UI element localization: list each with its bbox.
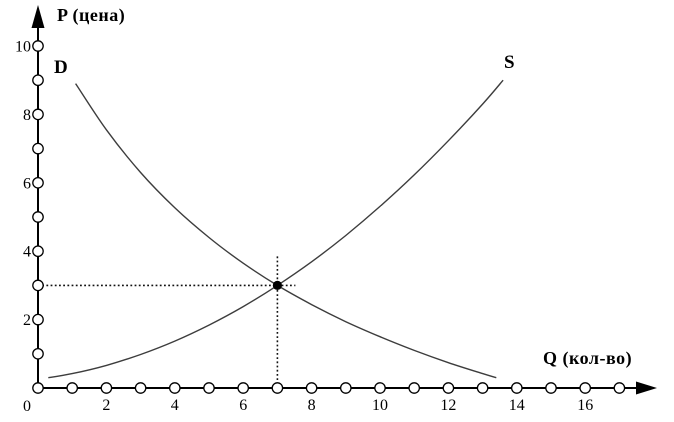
supply-curve-label: S xyxy=(504,52,515,73)
x-tick-label: 4 xyxy=(171,397,179,414)
x-tick-label: 6 xyxy=(239,397,247,414)
y-tick-label: 2 xyxy=(23,312,31,329)
x-axis-tick-marker xyxy=(442,382,455,394)
x-tick-label: 2 xyxy=(102,397,110,414)
y-axis-tick-marker xyxy=(32,347,44,360)
demand-curve xyxy=(75,83,497,379)
x-axis-tick-marker xyxy=(510,382,523,394)
y-axis-tick-marker xyxy=(32,313,44,326)
y-tick-label: 8 xyxy=(23,107,31,124)
x-axis-tick-marker xyxy=(545,382,557,394)
x-axis-tick-marker xyxy=(168,382,181,394)
x-axis-tick-marker xyxy=(237,382,250,394)
x-axis-tick-marker xyxy=(271,382,284,394)
origin-marker xyxy=(32,382,44,394)
x-axis-tick-marker xyxy=(579,382,592,394)
x-axis-tick-marker xyxy=(100,382,113,394)
y-tick-label: 6 xyxy=(23,175,31,192)
y-axis-tick-marker xyxy=(32,74,44,87)
y-axis-tick-marker xyxy=(32,176,44,189)
y-axis-arrow-icon xyxy=(31,5,45,28)
x-axis-tick-marker xyxy=(408,382,421,394)
p-axis-label: P (цена) xyxy=(57,5,126,25)
x-axis-tick-marker xyxy=(339,382,352,394)
equilibrium-point xyxy=(272,280,282,290)
y-tick-label: 10 xyxy=(15,39,31,56)
y-axis-tick-marker xyxy=(32,279,44,292)
x-axis-tick-marker xyxy=(134,382,147,394)
x-axis-tick-marker xyxy=(374,382,386,394)
x-tick-label: 16 xyxy=(577,397,593,414)
demand-curve-label: D xyxy=(54,57,68,78)
x-axis-tick-marker xyxy=(476,382,489,394)
origin-label: 0 xyxy=(23,398,31,415)
y-axis-tick-marker xyxy=(32,245,44,258)
x-axis-tick-marker xyxy=(66,382,79,394)
y-axis-tick-marker xyxy=(32,108,44,121)
x-axis-tick-marker xyxy=(613,382,626,394)
x-tick-label: 12 xyxy=(440,397,456,414)
x-axis-arrow-icon xyxy=(636,381,657,395)
y-axis-tick-marker xyxy=(32,40,44,52)
x-axis-tick-marker xyxy=(203,382,215,394)
y-axis-tick-marker xyxy=(32,211,44,223)
x-tick-label: 10 xyxy=(372,397,388,414)
supply-curve xyxy=(48,79,504,379)
y-axis-tick-marker xyxy=(32,142,44,155)
x-tick-label: 14 xyxy=(509,397,525,414)
x-tick-label: 8 xyxy=(308,397,316,414)
y-tick-label: 4 xyxy=(23,244,31,261)
q-axis-label: Q (кол-во) xyxy=(543,348,633,368)
x-axis-tick-marker xyxy=(305,382,318,394)
